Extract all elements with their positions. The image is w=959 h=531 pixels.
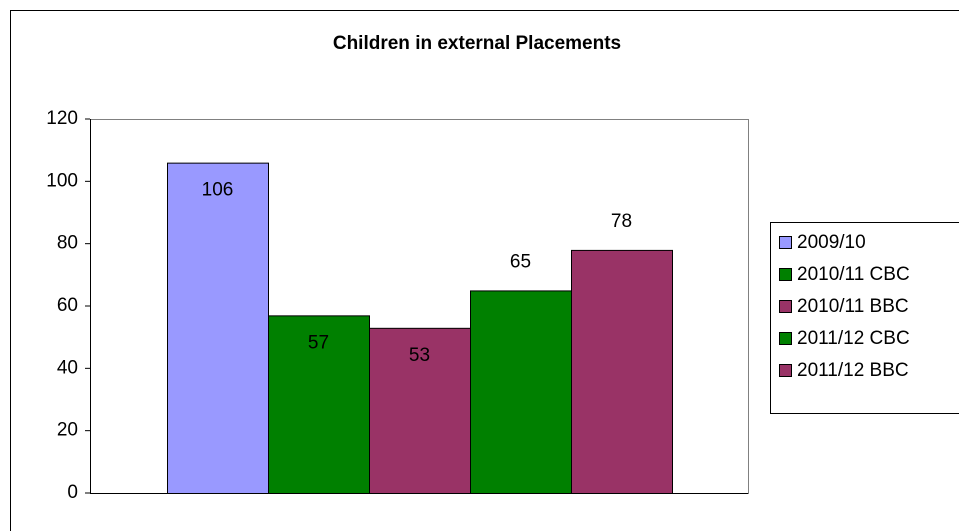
data-label: 53	[409, 345, 430, 366]
legend-swatch	[779, 268, 792, 281]
y-tick-label: 40	[57, 357, 78, 378]
data-label: 57	[308, 332, 329, 353]
legend-swatch	[779, 236, 792, 249]
bar	[470, 290, 572, 494]
y-tick-label: 60	[57, 295, 78, 316]
legend-label: 2009/10	[797, 232, 866, 253]
legend-swatch	[779, 364, 792, 377]
y-tick-label: 120	[46, 108, 78, 129]
data-label: 78	[611, 211, 632, 232]
y-tick-label: 0	[67, 482, 78, 503]
bar	[167, 162, 269, 494]
y-tick-label: 80	[57, 233, 78, 254]
legend-box	[770, 222, 959, 414]
legend-label: 2011/12 CBC	[797, 328, 910, 349]
legend-swatch	[779, 300, 792, 313]
data-label: 65	[510, 251, 531, 272]
legend-label: 2011/12 BBC	[797, 360, 909, 381]
chart-title: Children in external Placements	[333, 33, 621, 54]
y-tick-label: 100	[46, 170, 78, 191]
legend-swatch	[779, 332, 792, 345]
y-tick-label: 20	[57, 420, 78, 441]
legend-label: 2010/11 BBC	[797, 296, 909, 317]
data-label: 106	[202, 180, 234, 201]
bar	[571, 249, 673, 494]
legend-label: 2010/11 CBC	[797, 264, 910, 285]
